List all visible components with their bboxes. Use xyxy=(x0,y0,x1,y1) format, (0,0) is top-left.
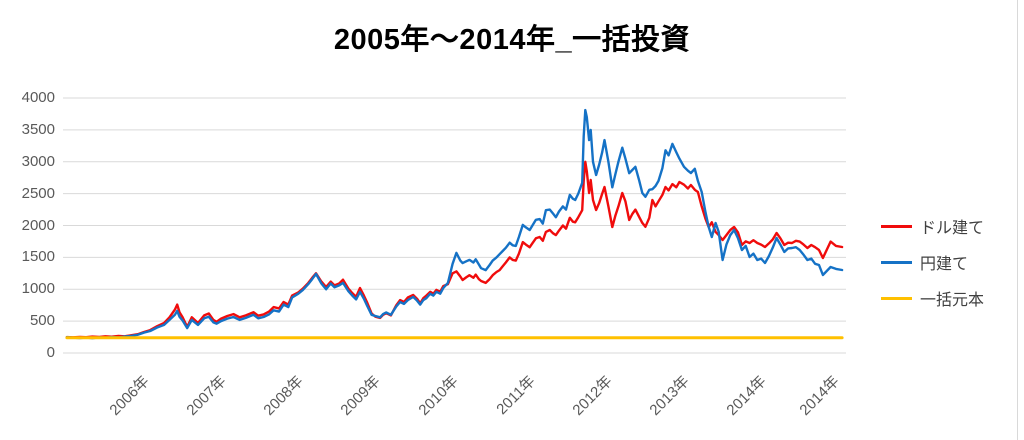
series-line xyxy=(65,160,844,339)
y-tick-label: 1500 xyxy=(21,248,55,266)
y-tick-label: 2000 xyxy=(21,216,55,234)
legend-item: 一括元本 xyxy=(881,286,984,310)
chart-title: 2005年～2014年_一括投資 xyxy=(333,24,691,56)
legend-label: 一括元本 xyxy=(920,292,985,309)
y-tick-label: 1000 xyxy=(21,280,55,298)
y-tick-label: 3500 xyxy=(21,120,55,138)
legend-item: 円建て xyxy=(881,250,968,274)
chart-right-border xyxy=(1017,0,1018,440)
y-tick-label: 4000 xyxy=(21,89,55,106)
legend-swatch xyxy=(881,224,912,228)
legend-label: ドル建て xyxy=(920,220,985,237)
y-tick-label: 0 xyxy=(46,344,55,361)
legend-label: 円建て xyxy=(920,256,969,273)
series-line xyxy=(65,108,844,340)
legend-item: ドル建て xyxy=(881,214,984,238)
y-tick-label: 3000 xyxy=(21,152,55,170)
y-tick-label: 500 xyxy=(29,312,55,330)
legend-swatch xyxy=(881,260,912,264)
legend-swatch xyxy=(881,296,912,300)
y-tick-label: 2500 xyxy=(21,184,55,202)
